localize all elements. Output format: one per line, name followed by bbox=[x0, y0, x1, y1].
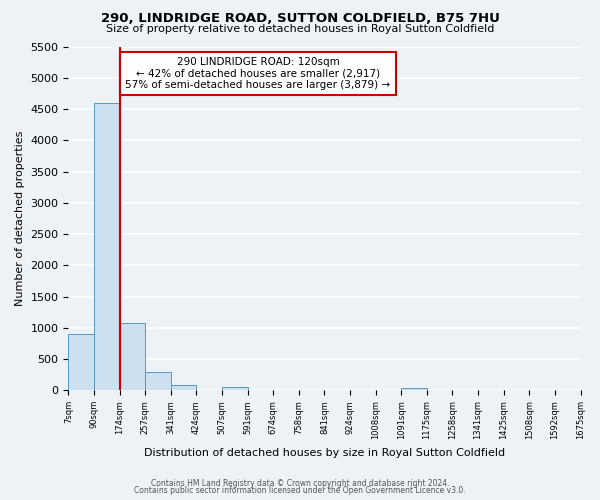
Text: Contains public sector information licensed under the Open Government Licence v3: Contains public sector information licen… bbox=[134, 486, 466, 495]
Bar bbox=[401, 388, 427, 390]
Bar bbox=[119, 324, 145, 390]
Bar bbox=[94, 103, 119, 391]
Bar bbox=[145, 372, 171, 390]
X-axis label: Distribution of detached houses by size in Royal Sutton Coldfield: Distribution of detached houses by size … bbox=[144, 448, 505, 458]
Text: Size of property relative to detached houses in Royal Sutton Coldfield: Size of property relative to detached ho… bbox=[106, 24, 494, 34]
Text: 290, LINDRIDGE ROAD, SUTTON COLDFIELD, B75 7HU: 290, LINDRIDGE ROAD, SUTTON COLDFIELD, B… bbox=[101, 12, 499, 26]
Bar bbox=[171, 386, 196, 390]
Text: 290 LINDRIDGE ROAD: 120sqm
← 42% of detached houses are smaller (2,917)
57% of s: 290 LINDRIDGE ROAD: 120sqm ← 42% of deta… bbox=[125, 57, 391, 90]
Bar bbox=[222, 387, 248, 390]
Text: Contains HM Land Registry data © Crown copyright and database right 2024.: Contains HM Land Registry data © Crown c… bbox=[151, 478, 449, 488]
Y-axis label: Number of detached properties: Number of detached properties bbox=[15, 130, 25, 306]
Bar bbox=[68, 334, 94, 390]
